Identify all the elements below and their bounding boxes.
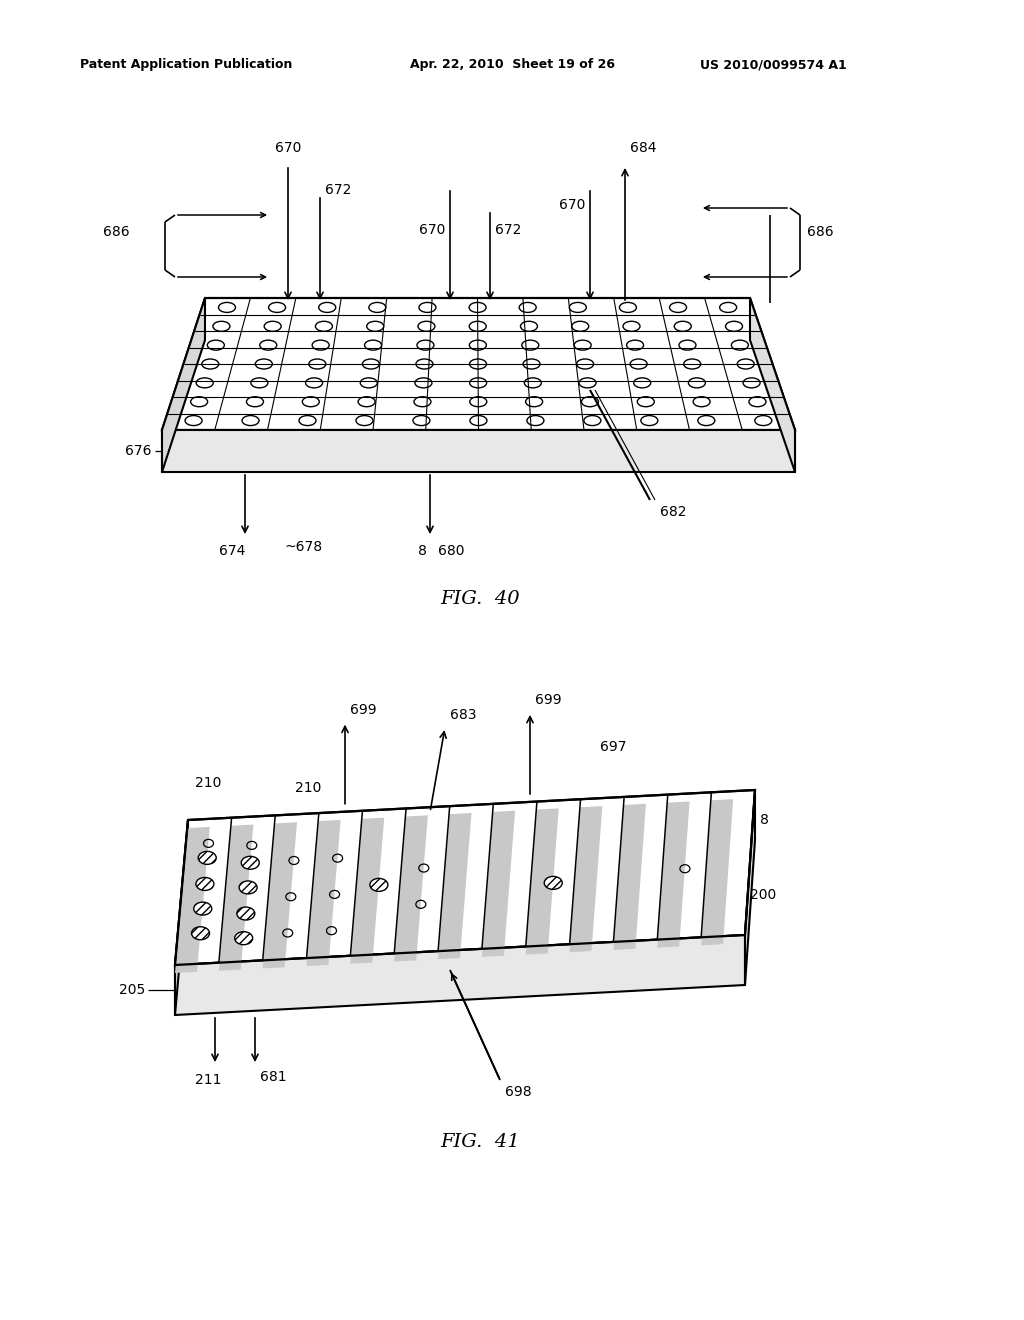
Polygon shape xyxy=(750,298,795,473)
Text: Patent Application Publication: Patent Application Publication xyxy=(80,58,293,71)
Text: 210: 210 xyxy=(195,776,221,789)
Ellipse shape xyxy=(191,927,210,940)
Text: 699: 699 xyxy=(350,702,377,717)
Text: 682: 682 xyxy=(660,506,686,519)
Text: 683: 683 xyxy=(450,709,476,722)
Text: 674: 674 xyxy=(219,544,245,558)
Ellipse shape xyxy=(196,878,214,891)
Polygon shape xyxy=(350,817,384,964)
Text: 681: 681 xyxy=(260,1071,287,1084)
Text: US 2010/0099574 A1: US 2010/0099574 A1 xyxy=(700,58,847,71)
Text: 670: 670 xyxy=(419,223,445,238)
Text: 200: 200 xyxy=(750,888,776,902)
Ellipse shape xyxy=(370,878,388,891)
Text: 684: 684 xyxy=(630,141,656,154)
Polygon shape xyxy=(175,826,210,973)
Text: Apr. 22, 2010  Sheet 19 of 26: Apr. 22, 2010 Sheet 19 of 26 xyxy=(410,58,614,71)
Ellipse shape xyxy=(234,932,253,945)
Polygon shape xyxy=(175,789,755,965)
Polygon shape xyxy=(263,822,297,969)
Text: 680: 680 xyxy=(438,544,465,558)
Text: FIG.  40: FIG. 40 xyxy=(440,590,520,609)
Text: 697: 697 xyxy=(600,741,627,754)
Text: 676: 676 xyxy=(126,444,152,458)
Polygon shape xyxy=(175,820,188,1015)
Text: 670: 670 xyxy=(274,141,301,154)
Text: 8: 8 xyxy=(760,813,769,828)
Text: 686: 686 xyxy=(807,224,834,239)
Text: 211: 211 xyxy=(195,1073,221,1086)
Polygon shape xyxy=(175,935,745,1015)
Polygon shape xyxy=(306,820,341,966)
Polygon shape xyxy=(162,430,795,473)
Text: 8: 8 xyxy=(418,544,426,558)
Ellipse shape xyxy=(199,851,216,865)
Text: 205: 205 xyxy=(119,983,145,997)
Polygon shape xyxy=(162,298,205,473)
Text: 672: 672 xyxy=(495,223,521,238)
Text: 699: 699 xyxy=(535,693,561,708)
Polygon shape xyxy=(657,801,689,948)
Text: 686: 686 xyxy=(103,224,130,239)
Polygon shape xyxy=(482,810,515,957)
Text: 698: 698 xyxy=(505,1085,531,1100)
Text: 210: 210 xyxy=(295,781,322,795)
Ellipse shape xyxy=(242,857,259,870)
Ellipse shape xyxy=(237,907,255,920)
Ellipse shape xyxy=(194,902,212,915)
Text: FIG.  41: FIG. 41 xyxy=(440,1133,520,1151)
Polygon shape xyxy=(613,804,646,950)
Text: 672: 672 xyxy=(325,183,351,197)
Ellipse shape xyxy=(544,876,562,890)
Polygon shape xyxy=(525,808,559,954)
Ellipse shape xyxy=(240,880,257,894)
Polygon shape xyxy=(394,816,428,961)
Polygon shape xyxy=(162,298,795,430)
Polygon shape xyxy=(219,825,253,970)
Polygon shape xyxy=(569,807,602,952)
Polygon shape xyxy=(701,799,733,945)
Polygon shape xyxy=(438,813,471,960)
Text: 670: 670 xyxy=(559,198,585,213)
Polygon shape xyxy=(745,789,755,985)
Text: ~678: ~678 xyxy=(285,540,324,554)
